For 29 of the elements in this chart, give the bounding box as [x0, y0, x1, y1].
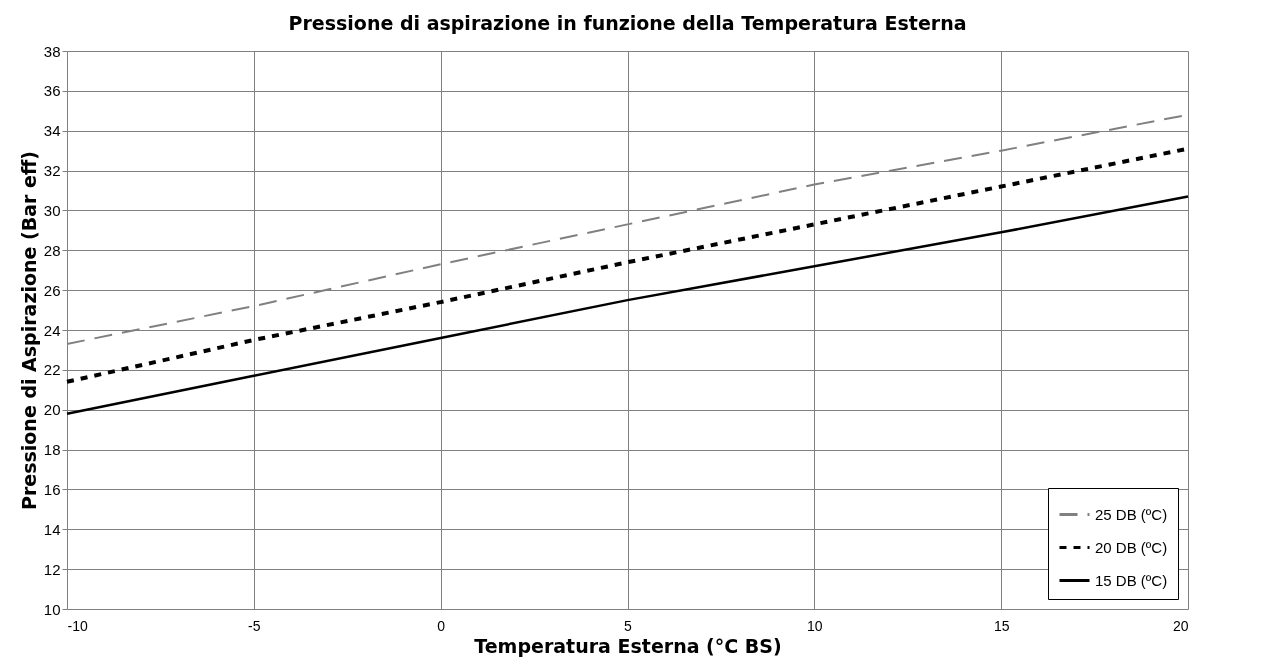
y-tick-label: 30 [43, 201, 61, 219]
legend-label: 20 DB (ºC) [1095, 538, 1168, 556]
x-tick-label: -10 [67, 617, 88, 634]
y-tick-label: 22 [43, 361, 61, 379]
y-axis-title: Pressione di Aspirazione (Bar eff) [17, 150, 40, 511]
legend-label: 15 DB (ºC) [1095, 571, 1168, 589]
y-tick-label: 38 [43, 42, 61, 60]
y-tick-label: 32 [43, 162, 61, 180]
y-tick-label: 20 [43, 401, 61, 419]
y-tick-label: 18 [43, 441, 61, 459]
x-axis-title: Temperatura Esterna (°C BS) [474, 634, 782, 657]
x-tick-label: 5 [624, 617, 633, 634]
y-tick-label: 10 [43, 600, 61, 618]
y-tick-label: 28 [43, 241, 61, 259]
x-tick-label: 10 [807, 617, 823, 634]
x-tick-label: 15 [993, 617, 1010, 634]
x-tick-label: -5 [248, 617, 261, 634]
y-tick-label: 12 [43, 560, 61, 578]
x-tick-label: 0 [437, 617, 446, 634]
y-tick-label: 26 [43, 281, 61, 299]
x-tick-label: 20 [1172, 617, 1189, 634]
y-tick-label: 34 [43, 122, 61, 140]
legend-label: 25 DB (ºC) [1095, 505, 1168, 523]
y-tick-label: 14 [43, 520, 61, 538]
y-tick-label: 24 [43, 321, 61, 339]
line-series [65, 195, 1190, 415]
y-tick-label: 36 [43, 82, 61, 100]
y-tick-label: 16 [43, 480, 61, 498]
chart-title: Pressione di aspirazione in funzione della Temperatura Esterna [288, 12, 967, 34]
